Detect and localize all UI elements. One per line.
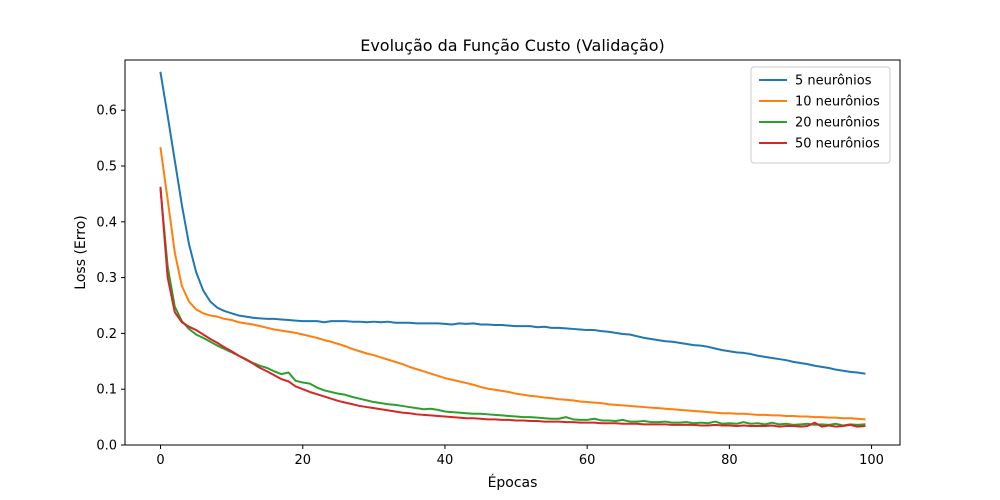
y-tick-label: 0.6: [96, 104, 117, 119]
y-tick-label: 0.5: [96, 160, 117, 175]
y-tick-label: 0.2: [96, 327, 117, 342]
x-tick-label: 40: [437, 453, 454, 468]
x-axis: 0 20 40 60 80 100: [156, 445, 884, 468]
y-tick-label: 0.3: [96, 271, 117, 286]
legend-label-4: 50 neurônios: [795, 137, 880, 152]
legend: 5 neurônios 10 neurônios 20 neurônios 50 ne…: [750, 66, 891, 164]
y-axis: 0.0 0.1 0.2 0.3 0.4 0.5 0.6: [96, 104, 125, 454]
x-tick-label: 20: [294, 453, 311, 468]
x-axis-label: Épocas: [488, 474, 538, 491]
y-tick-label: 0.1: [96, 383, 117, 398]
series-line-4: [159, 186, 866, 428]
x-tick-label: 60: [579, 453, 596, 468]
series-line-1: [159, 71, 866, 375]
legend-box: [750, 66, 891, 164]
legend-label-2: 10 neurônios: [795, 95, 880, 110]
plot-frame: [124, 59, 901, 446]
y-tick-label: 0.4: [96, 215, 117, 230]
y-tick-label: 0.0: [96, 439, 117, 454]
series-layer: [159, 71, 866, 428]
legend-label-1: 5 neurônios: [795, 74, 872, 89]
chart-title: Evolução da Função Custo (Validação): [360, 36, 665, 55]
x-tick-label: 100: [859, 453, 884, 468]
legend-label-3: 20 neurônios: [795, 116, 880, 131]
x-tick-label: 80: [721, 453, 738, 468]
x-tick-label: 0: [156, 453, 164, 468]
series-line-3: [159, 188, 866, 427]
y-axis-label: Loss (Erro): [73, 215, 89, 289]
series-line-2: [159, 147, 866, 421]
